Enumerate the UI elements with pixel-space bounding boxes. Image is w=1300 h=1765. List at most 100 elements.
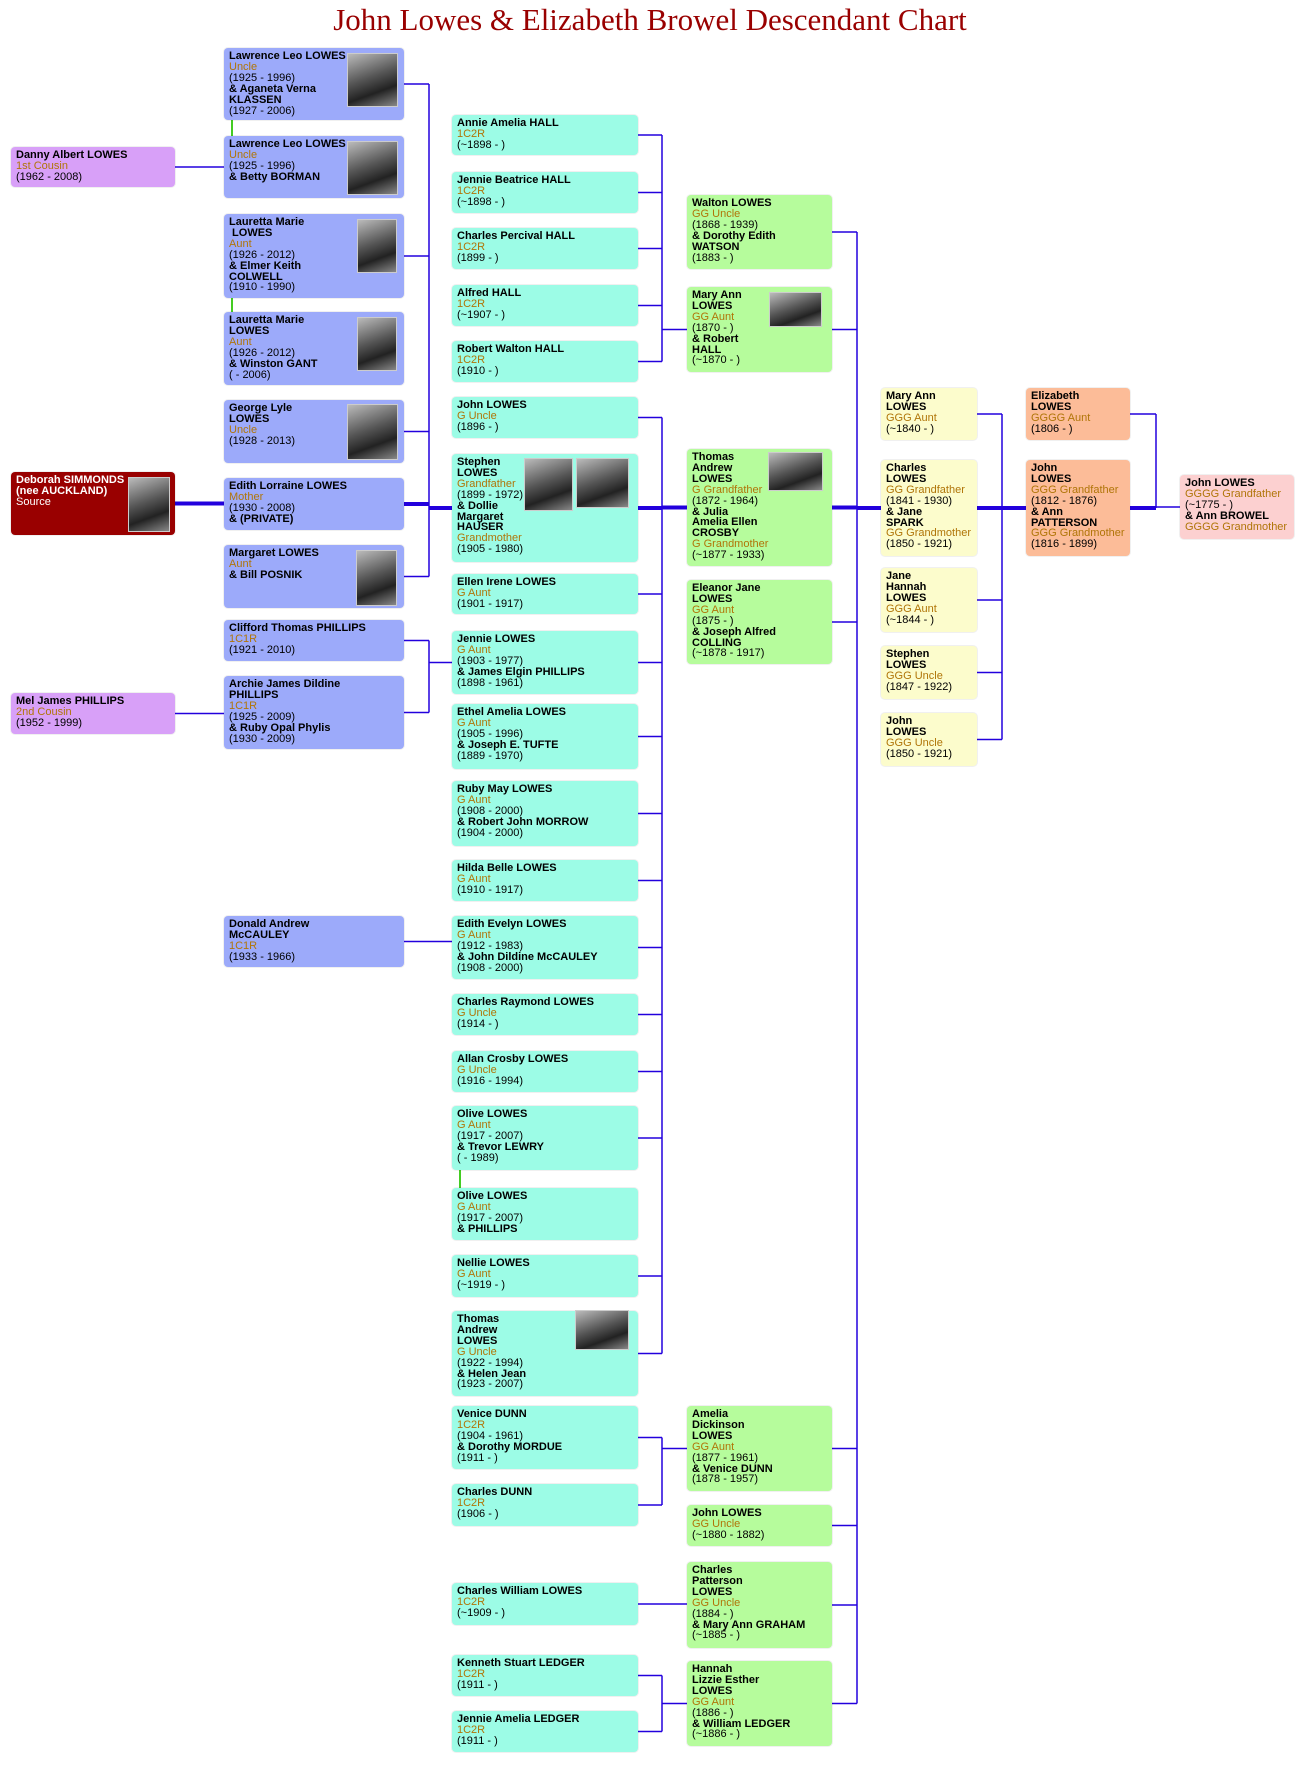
person-box-amelia[interactable]: Amelia Dickinson LOWES GG Aunt (1877 - 1961)… <box>687 1406 832 1491</box>
person-box-thomasU[interactable]: Thomas Andrew LOWES G Uncle (1922 - 1994) & H… <box>452 1311 638 1396</box>
person-box-ruby[interactable]: Ruby May LOWES G Aunt (1908 - 2000) & Rober… <box>452 781 638 846</box>
person-box-archie[interactable]: Archie James Dildine PHILLIPS 1C1R (1925 - … <box>224 676 404 749</box>
relationship-label: G Grandmother <box>692 538 769 551</box>
person-name: Andrew <box>692 461 733 474</box>
portrait-photo[interactable] <box>128 477 170 532</box>
life-dates: (1911 - ) <box>457 1451 498 1464</box>
person-name: Ellen Irene LOWES <box>457 576 557 588</box>
person-box-walton[interactable]: Walton LOWES GG Uncle (1868 - 1939) & Dorot… <box>687 195 832 269</box>
life-dates: (1910 - ) <box>457 364 499 377</box>
person-box-nellie[interactable]: Nellie LOWES G Aunt (~1919 - ) <box>452 1255 638 1297</box>
person-box-johnGGG[interactable]: John LOWES GGG Uncle (1850 - 1921) <box>881 713 977 766</box>
family-photo[interactable] <box>768 452 823 491</box>
person-box-charlesD[interactable]: Charles DUNN 1C2R (1906 - ) <box>452 1484 638 1526</box>
relationship-label: G Aunt <box>457 793 491 806</box>
person-box-hilda[interactable]: Hilda Belle LOWES G Aunt (1910 - 1917) <box>452 860 638 901</box>
person-box-olive2[interactable]: Olive LOWES G Aunt (1917 - 2007) & PHILLIPS <box>452 1188 638 1240</box>
person-box-charlesW[interactable]: Charles William LOWES 1C2R (~1909 - ) <box>452 1583 638 1625</box>
relationship-label: 1C2R <box>457 1667 486 1680</box>
person-box-johnGG[interactable]: John LOWES GG Uncle (~1880 - 1882) <box>687 1505 832 1546</box>
person-box-charlesPL[interactable]: Charles Patterson LOWES GG Uncle (1884 - ) & … <box>687 1562 832 1648</box>
person-box-stephenGGG[interactable]: Stephen LOWES GGG Uncle (1847 - 1922) <box>881 646 977 699</box>
person-box-ethel[interactable]: Ethel Amelia LOWES G Aunt (1905 - 1996) & J… <box>452 704 638 769</box>
person-box-johnGGGF[interactable]: John LOWES GGG Grandfather (1812 - 1876) & A… <box>1026 460 1130 556</box>
person-name: & Dorothy Edith <box>692 229 776 242</box>
relationship-label: Grandmother <box>457 532 522 545</box>
person-box-johnRoot[interactable]: John LOWES GGGG Grandfather (~1775 - ) & An… <box>1180 475 1294 539</box>
portrait-photo[interactable] <box>357 219 397 273</box>
person-box-johnG[interactable]: John LOWES G Uncle (1896 - ) <box>452 397 638 438</box>
life-dates: (~1909 - ) <box>457 1606 505 1619</box>
person-box-jane[interactable]: Jane Hannah LOWES GGG Aunt (~1844 - ) <box>881 568 977 632</box>
person-box-edithE[interactable]: Edith Evelyn LOWES G Aunt (1912 - 1983) & J… <box>452 916 638 979</box>
person-box-donald[interactable]: Donald Andrew McCAULEY 1C1R (1933 - 1966) <box>224 916 404 967</box>
person-box-annie[interactable]: Annie Amelia HALL 1C2R (~1898 - ) <box>452 115 638 155</box>
portrait-photo[interactable] <box>524 458 573 511</box>
life-dates: (1899 - 1972) <box>457 488 524 501</box>
person-name: Thomas <box>692 451 735 463</box>
person-box-danny[interactable]: Danny Albert LOWES 1st Cousin (1962 - 2008… <box>11 147 175 187</box>
portrait-photo[interactable] <box>347 53 398 107</box>
portrait-photo[interactable] <box>357 317 397 371</box>
portrait-photo[interactable] <box>576 458 629 508</box>
person-name: Venice DUNN <box>457 1408 527 1420</box>
life-dates: (1925 - 2009) <box>229 710 296 723</box>
person-name: & Julia <box>692 505 729 518</box>
life-dates: (1917 - 2007) <box>457 1211 524 1224</box>
person-box-jennieB[interactable]: Jennie Beatrice HALL 1C2R (~1898 - ) <box>452 172 638 213</box>
person-name: Jane <box>886 570 912 582</box>
person-name: Charles Percival HALL <box>457 230 575 242</box>
person-box-edithL[interactable]: Edith Lorraine LOWES Mother (1930 - 2008) &… <box>224 478 404 530</box>
person-name: & Joseph E. TUFTE <box>457 738 559 751</box>
relationship-label: 2nd Cousin <box>16 705 72 718</box>
person-box-charlesPH[interactable]: Charles Percival HALL 1C2R (1899 - ) <box>452 228 638 269</box>
person-box-mel[interactable]: Mel James PHILLIPS 2nd Cousin (1952 - 1999… <box>11 693 175 734</box>
portrait-photo[interactable] <box>356 550 397 606</box>
person-box-clifford[interactable]: Clifford Thomas PHILLIPS 1C1R (1921 - 2010… <box>224 620 404 661</box>
relationship-label: G Aunt <box>457 872 491 885</box>
person-box-lauretta2[interactable]: Lauretta Marie LOWES Aunt (1926 - 2012) & Wi… <box>224 312 404 385</box>
life-dates: (1884 - ) <box>692 1607 734 1620</box>
person-box-ellen[interactable]: Ellen Irene LOWES G Aunt (1901 - 1917) <box>452 574 638 614</box>
person-name: Mel James PHILLIPS <box>16 695 125 707</box>
portrait-photo[interactable] <box>347 141 398 195</box>
family-photo[interactable] <box>769 292 822 327</box>
person-box-robertW[interactable]: Robert Walton HALL 1C2R (1910 - ) <box>452 341 638 382</box>
person-name: LOWES <box>229 324 270 337</box>
portrait-photo[interactable] <box>575 1310 629 1350</box>
person-box-charlesGGF[interactable]: Charles LOWES GG Grandfather (1841 - 1930) &… <box>881 460 977 556</box>
person-box-elizabeth[interactable]: Elizabeth LOWES GGGG Aunt (1806 - ) <box>1026 388 1130 440</box>
person-box-venice[interactable]: Venice DUNN 1C2R (1904 - 1961) & Dorothy MO… <box>452 1406 638 1469</box>
person-name: Hilda Belle LOWES <box>457 862 557 874</box>
person-name: Patterson <box>692 1574 743 1587</box>
person-box-alfred[interactable]: Alfred HALL 1C2R (~1907 - ) <box>452 285 638 326</box>
person-box-hannah[interactable]: Hannah Lizzie Esther LOWES GG Aunt (1886 - )… <box>687 1661 832 1746</box>
life-dates: ( - 2006) <box>229 368 271 381</box>
person-box-olive1[interactable]: Olive LOWES G Aunt (1917 - 2007) & Trevor L… <box>452 1106 638 1170</box>
relationship-label: G Uncle <box>457 1006 497 1019</box>
person-box-eleanor[interactable]: Eleanor Jane LOWES GG Aunt (1875 - ) & Josep… <box>687 580 832 664</box>
life-dates: (~1840 - ) <box>886 422 934 435</box>
person-box-kenneth[interactable]: Kenneth Stuart LEDGER 1C2R (1911 - ) <box>452 1655 638 1696</box>
person-name: LOWES <box>229 412 270 425</box>
person-name: Ruby May LOWES <box>457 783 553 795</box>
person-name: Robert Walton HALL <box>457 343 565 355</box>
person-name: Amelia Ellen <box>692 516 758 529</box>
relationship-label: 1C2R <box>457 240 486 253</box>
life-dates: (1928 - 2013) <box>229 434 296 447</box>
person-box-maryannGGG[interactable]: Mary Ann LOWES GGG Aunt (~1840 - ) <box>881 388 977 440</box>
person-box-charlesR[interactable]: Charles Raymond LOWES G Uncle (1914 - ) <box>452 994 638 1035</box>
life-dates: (~1885 - ) <box>692 1629 740 1642</box>
portrait-photo[interactable] <box>347 404 398 460</box>
life-dates: (1926 - 2012) <box>229 248 296 261</box>
person-box-jennieL[interactable]: Jennie LOWES G Aunt (1903 - 1977) & James E… <box>452 631 638 694</box>
person-name: Lawrence Leo LOWES <box>229 50 346 62</box>
person-name: Stephen <box>457 456 501 468</box>
life-dates: (1962 - 2008) <box>16 170 83 183</box>
person-box-jennieA[interactable]: Jennie Amelia LEDGER 1C2R (1911 - ) <box>452 1711 638 1752</box>
person-name: & Elmer Keith <box>229 259 302 272</box>
person-name: Margaret <box>457 510 504 523</box>
person-box-allan[interactable]: Allan Crosby LOWES G Uncle (1916 - 1994) <box>452 1051 638 1092</box>
life-dates: (~1844 - ) <box>886 613 934 626</box>
